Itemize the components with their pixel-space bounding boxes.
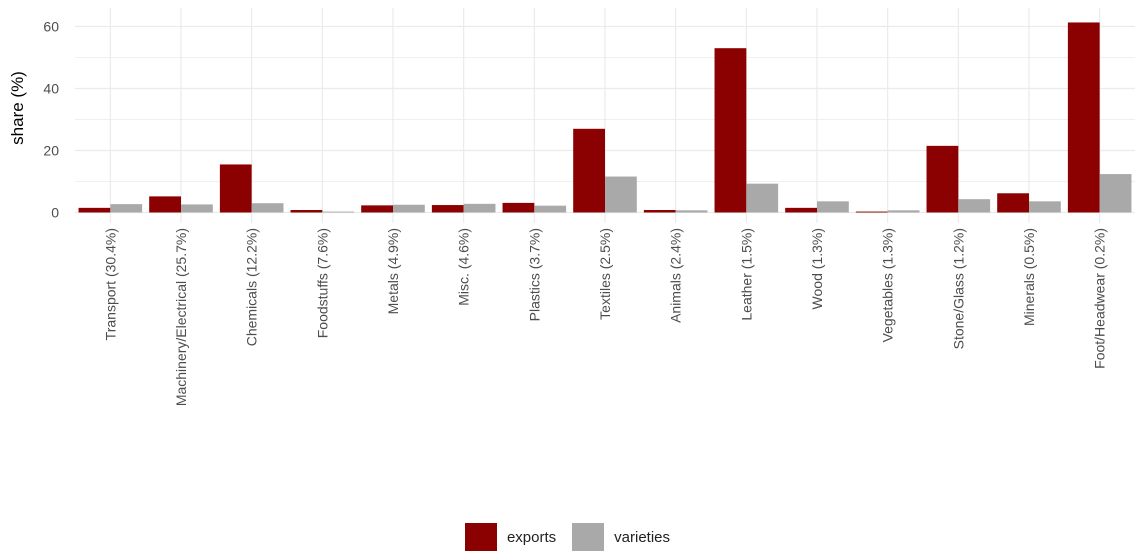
bar-varieties-10 xyxy=(817,201,849,213)
bar-varieties-1 xyxy=(181,204,213,213)
bars xyxy=(78,22,1132,213)
x-tick-label: Chemicals (12.2%) xyxy=(244,228,260,346)
bar-varieties-7 xyxy=(605,176,637,213)
x-tick-label: Textiles (2.5%) xyxy=(597,228,613,320)
x-tick-label: Wood (1.3%) xyxy=(809,228,825,309)
legend-label-varieties: varieties xyxy=(614,528,671,546)
bar-exports-4 xyxy=(361,205,393,213)
bar-varieties-9 xyxy=(746,183,779,213)
bar-varieties-3 xyxy=(322,211,355,213)
x-tick-label: Vegetables (1.3%) xyxy=(880,228,896,342)
bar-exports-9 xyxy=(714,48,747,213)
legend: exports varieties xyxy=(0,523,1135,551)
bar-exports-8 xyxy=(643,210,676,213)
bar-varieties-13 xyxy=(1029,201,1061,213)
bar-exports-5 xyxy=(431,205,464,213)
x-tick-label: Stone/Glass (1.2%) xyxy=(950,228,966,349)
y-tick-label: 0 xyxy=(51,205,59,221)
bar-exports-0 xyxy=(78,207,111,213)
bar-exports-2 xyxy=(219,164,252,213)
legend-swatch-exports xyxy=(464,523,497,551)
bar-varieties-4 xyxy=(393,204,425,213)
bar-exports-1 xyxy=(149,196,181,213)
bar-chart: 0 20 40 60 Transport (30.4%) Machinery/Elect… xyxy=(8,8,1135,406)
bar-varieties-5 xyxy=(463,203,496,213)
bar-varieties-11 xyxy=(887,210,920,213)
x-tick-labels: Transport (30.4%) Machinery/Electrical (2… xyxy=(102,228,1107,406)
bar-exports-7 xyxy=(573,128,605,213)
bar-varieties-14 xyxy=(1099,174,1132,213)
bar-varieties-6 xyxy=(534,205,567,213)
bar-varieties-12 xyxy=(958,199,991,213)
bar-exports-13 xyxy=(997,193,1029,213)
bar-varieties-8 xyxy=(675,210,708,213)
bar-exports-12 xyxy=(926,145,959,213)
x-tick-label: Misc. (4.6%) xyxy=(456,228,472,306)
y-axis-label: share (%) xyxy=(8,71,27,145)
legend-item-varieties: varieties xyxy=(572,523,670,551)
y-tick-label: 40 xyxy=(43,81,59,97)
x-tick-label: Foot/Headwear (0.2%) xyxy=(1092,228,1108,369)
x-tick-label: Leather (1.5%) xyxy=(738,228,754,321)
x-tick-label: Plastics (3.7%) xyxy=(526,228,542,321)
y-tick-label: 20 xyxy=(43,143,59,159)
legend-label-exports: exports xyxy=(506,528,557,546)
x-tick-label: Foodstuffs (7.6%) xyxy=(314,228,330,338)
bar-varieties-0 xyxy=(110,204,143,213)
x-tick-label: Minerals (0.5%) xyxy=(1021,228,1037,326)
legend-item-exports: exports xyxy=(464,523,557,551)
bar-exports-10 xyxy=(785,207,817,213)
y-tick-label: 60 xyxy=(43,19,59,35)
y-tick-labels: 0 20 40 60 xyxy=(43,19,59,221)
bar-varieties-2 xyxy=(251,203,284,213)
bar-exports-3 xyxy=(290,210,323,213)
bar-exports-14 xyxy=(1067,22,1100,213)
x-tick-label: Transport (30.4%) xyxy=(102,228,118,340)
legend-swatch-varieties xyxy=(572,523,605,551)
bar-exports-11 xyxy=(855,211,888,213)
x-tick-label: Machinery/Electrical (25.7%) xyxy=(173,228,189,406)
bar-exports-6 xyxy=(502,202,535,213)
x-tick-label: Metals (4.9%) xyxy=(385,228,401,314)
x-tick-label: Animals (2.4%) xyxy=(668,228,684,323)
